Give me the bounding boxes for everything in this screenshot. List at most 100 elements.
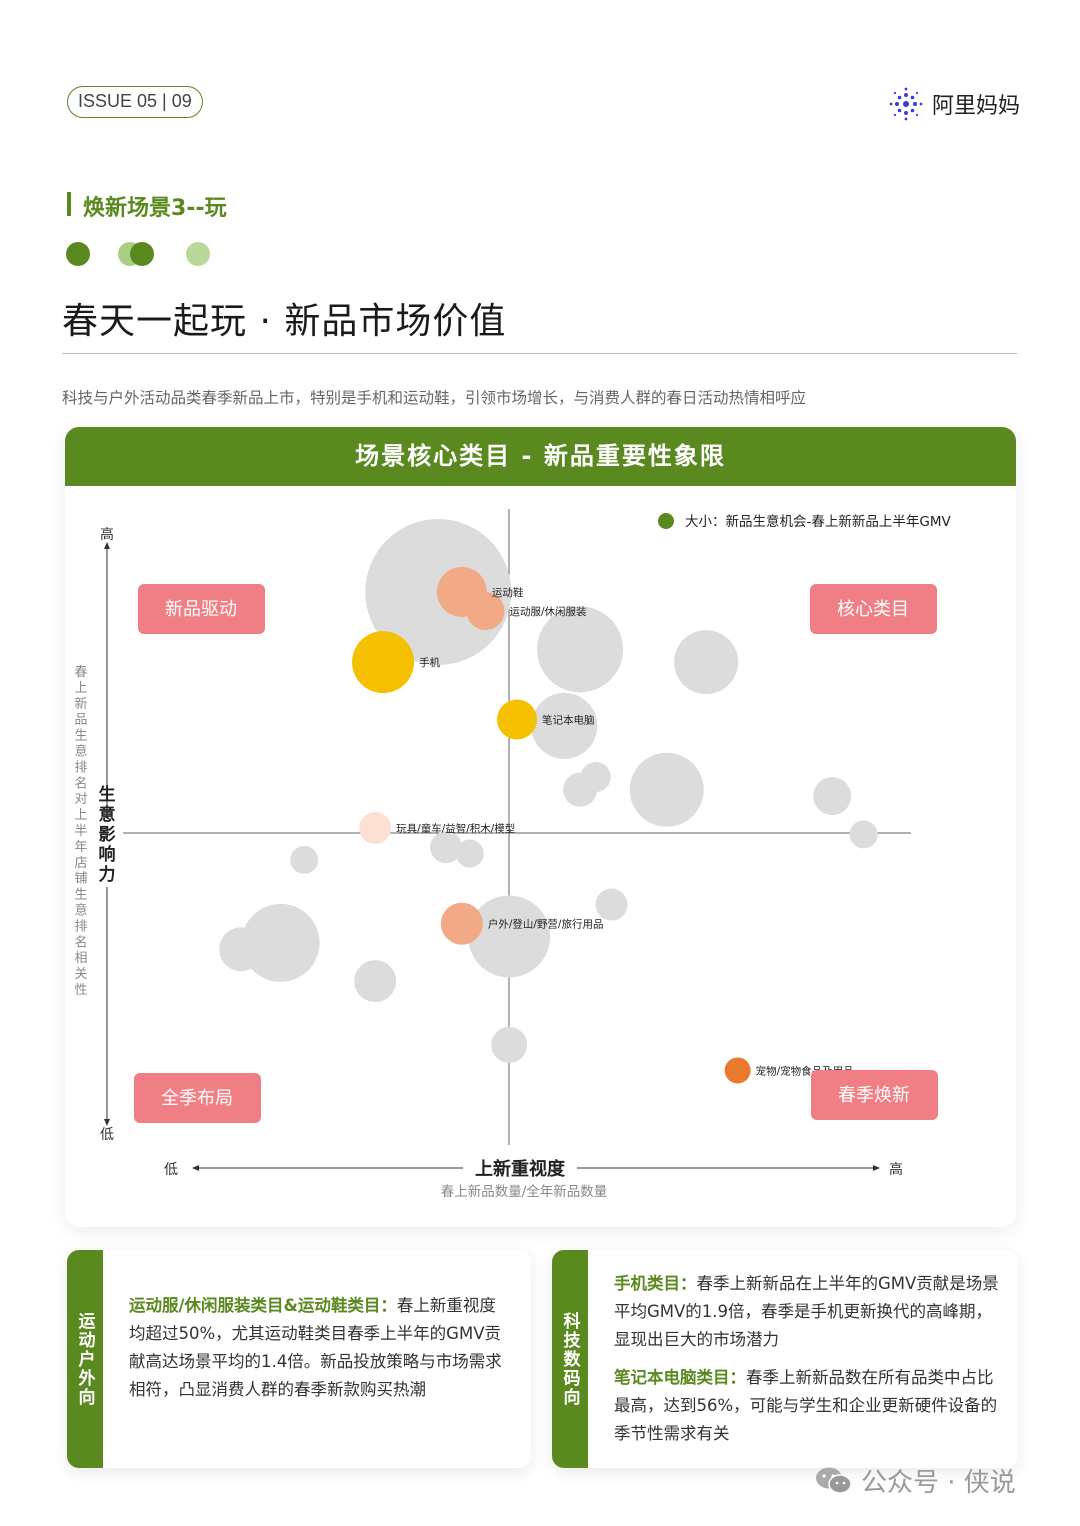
- x-low-label: 低: [164, 1162, 178, 1178]
- legend-dot: [658, 513, 674, 529]
- y-axis-sublabel-char: 关: [74, 967, 87, 982]
- phone-highlight: 手机类目：: [614, 1274, 697, 1293]
- wechat-icon: [816, 1467, 852, 1494]
- x-axis-label: 上新重视度: [475, 1158, 566, 1180]
- laptop-body: 春季上新新品数在所有品类中占比最高，达到56%，可能与学生和企业更新硬件设备的季…: [614, 1368, 998, 1443]
- quadrant-chart: 运动鞋运动服/休闲服装手机笔记本电脑玩具/童车/益智/积木/模型户外/登山/野营…: [74, 509, 951, 1200]
- y-axis-sublabel-char: 生: [74, 888, 87, 903]
- y-axis-sublabel-char: 上: [74, 808, 87, 823]
- y-axis-sublabel-char: 铺: [74, 872, 87, 887]
- y-low-label: 低: [100, 1127, 114, 1143]
- x-high-label: 高: [889, 1161, 903, 1178]
- y-axis-sublabel-char: 意: [74, 903, 87, 919]
- progress-dot-3: [186, 242, 210, 266]
- y-axis-sublabel-char: 店: [74, 856, 87, 871]
- progress-dot-2b: [130, 242, 154, 266]
- bubble-16: [290, 845, 319, 874]
- y-axis-sublabel-char: 意: [74, 744, 87, 760]
- y-axis-label-char: 响: [99, 844, 116, 865]
- alimama-logo: 阿里妈妈: [888, 86, 1020, 122]
- chart-card: 场景核心类目 - 新品重要性象限 运动鞋运动服/休闲服装手机笔记本电脑玩具/童车…: [65, 427, 1016, 1227]
- bubble-12: [849, 820, 878, 849]
- info-card-sports-tag: 运动户外向: [67, 1250, 103, 1468]
- issue-badge: ISSUE 05 | 09: [67, 86, 203, 118]
- bubble-6: [531, 692, 598, 759]
- y-axis-sublabel-char: 品: [74, 713, 87, 728]
- bubble-5: [674, 630, 739, 695]
- quadrant-bl-box: [134, 1073, 261, 1123]
- bubble-15: [455, 839, 484, 868]
- progress-dot-1: [66, 242, 90, 266]
- page-subtitle: 科技与户外活动品类春季新品上市，特别是手机和运动鞋，引领市场增长，与消费人群的春…: [62, 389, 807, 407]
- y-axis-sublabel-char: 名: [74, 934, 87, 950]
- bubble-11: [813, 777, 852, 816]
- quadrant-br-label: 春季焕新: [838, 1085, 910, 1106]
- legend-text: 大小：新品生意机会-春上新新品上半年GMV: [685, 513, 951, 530]
- quadrant-tl-box: [138, 584, 265, 634]
- y-axis-sublabel-char: 生: [74, 729, 87, 744]
- y-axis-sublabel-char: 新: [74, 696, 87, 712]
- x-axis-sublabel: 春上新品数量/全年新品数量: [441, 1183, 608, 1200]
- bubble-10: [629, 752, 704, 827]
- quadrant-bl-label: 全季布局: [161, 1088, 233, 1109]
- info-card-tech-tag: 科技数码向: [552, 1250, 588, 1468]
- quadrant-br-box: [811, 1070, 938, 1120]
- bubble-label-13: 玩具/童车/益智/积木/模型: [396, 822, 515, 835]
- sports-body: 春上新重视度均超过50%，尤其运动鞋类目春季上半年的GMV贡献高达场景平均的1.…: [129, 1296, 502, 1399]
- alimama-logo-icon: [889, 87, 923, 121]
- bubble-label-1: 运动鞋: [492, 586, 524, 599]
- sports-highlight: 运动服/休闲服装类目&运动鞋类目：: [129, 1296, 397, 1315]
- watermark-text: 公众号 · 侠说: [861, 1468, 1016, 1498]
- bubble-23: [491, 1026, 528, 1063]
- chart-title: 场景核心类目 - 新品重要性象限: [65, 427, 1016, 486]
- bubble-7-highlight: [497, 699, 537, 740]
- quadrant-tl-label: 新品驱动: [165, 599, 237, 620]
- bubble-label-19: 户外/登山/野营/旅行用品: [488, 918, 604, 931]
- y-high-label: 高: [100, 526, 114, 543]
- quadrant-tr-label: 核心类目: [837, 599, 909, 620]
- y-axis-sublabel-char: 排: [74, 760, 87, 775]
- page-title: 春天一起玩 · 新品市场价值: [62, 301, 507, 342]
- bubble-14: [430, 831, 463, 864]
- info-card-tech-text-1: 手机类目：春季上新新品在上半年的GMV贡献是场景平均GMV的1.9倍，春季是手机…: [614, 1270, 1000, 1354]
- title-divider: [62, 353, 1017, 354]
- y-axis-sublabel-char: 排: [74, 919, 87, 934]
- info-card-sports: 运动户外向 运动服/休闲服装类目&运动鞋类目：春上新重视度均超过50%，尤其运动…: [67, 1250, 531, 1468]
- y-axis-sublabel-char: 上: [74, 681, 87, 696]
- bubble-21: [219, 927, 264, 972]
- bubble-label-7: 笔记本电脑: [542, 714, 595, 727]
- bubble-22: [354, 960, 397, 1003]
- bubble-label-3: 手机: [419, 656, 440, 669]
- y-axis-label-char: 影: [99, 825, 116, 845]
- bubble-label-2: 运动服/休闲服装: [509, 605, 587, 618]
- bubble-19-highlight: [440, 902, 483, 945]
- y-axis-sublabel-char: 性: [74, 983, 87, 998]
- bubble-24-highlight: [724, 1057, 751, 1084]
- bubble-3-highlight: [352, 631, 415, 694]
- bubble-17: [595, 888, 628, 921]
- bubble-2-highlight: [466, 592, 505, 631]
- y-axis-label-char: 生: [99, 784, 116, 805]
- bubble-13-highlight: [359, 812, 392, 844]
- y-axis-sublabel-char: 半: [74, 824, 87, 839]
- y-axis-sublabel-char: 春: [74, 665, 87, 680]
- bubble-4: [537, 606, 624, 693]
- y-axis-label-char: 意: [99, 804, 116, 825]
- bubble-18: [468, 895, 551, 978]
- info-card-tech-text-2: 笔记本电脑类目：春季上新新品数在所有品类中占比最高，达到56%，可能与学生和企业…: [614, 1364, 1000, 1448]
- bubble-9: [563, 772, 598, 807]
- laptop-highlight: 笔记本电脑类目：: [614, 1368, 746, 1387]
- watermark: 公众号 · 侠说: [815, 1462, 1016, 1499]
- phone-body: 春季上新新品在上半年的GMV贡献是场景平均GMV的1.9倍，春季是手机更新换代的…: [614, 1274, 999, 1349]
- y-axis-sublabel-char: 年: [74, 840, 87, 855]
- y-axis-label-char: 力: [99, 864, 116, 885]
- info-card-tech: 科技数码向 手机类目：春季上新新品在上半年的GMV贡献是场景平均GMV的1.9倍…: [552, 1250, 1018, 1468]
- section-bar: [67, 192, 71, 216]
- bubble-20: [241, 903, 320, 982]
- section-title: 焕新场景3--玩: [83, 196, 227, 221]
- y-axis-sublabel-char: 相: [74, 951, 87, 966]
- info-card-sports-text: 运动服/休闲服装类目&运动鞋类目：春上新重视度均超过50%，尤其运动鞋类目春季上…: [129, 1292, 505, 1404]
- logo-text: 阿里妈妈: [932, 94, 1021, 119]
- quadrant-tr-box: [810, 584, 937, 634]
- y-axis-sublabel-char: 对: [74, 792, 87, 807]
